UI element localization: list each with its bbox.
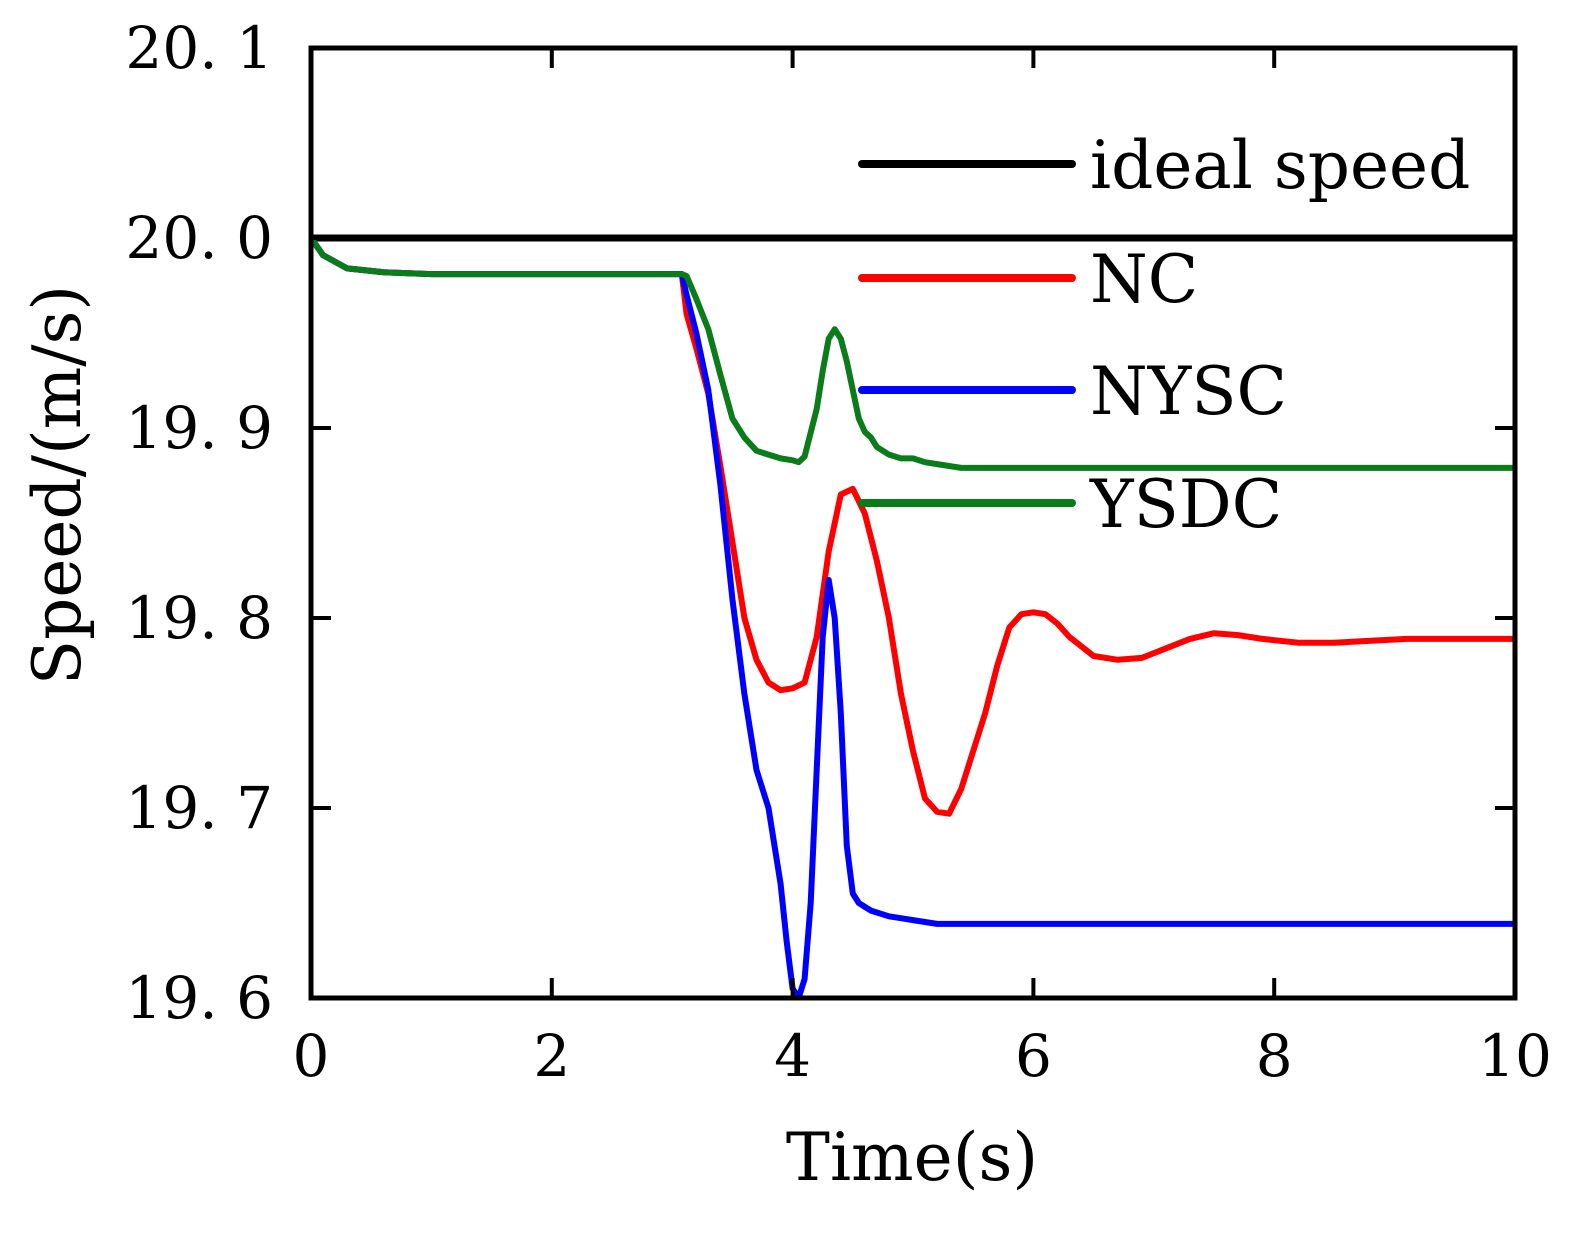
series-layer [311, 234, 1515, 998]
y-tick-label: 19. 6 [125, 964, 273, 1032]
ticks-layer: 0 2 4 6 8 10 19. 6 19. 7 19. 8 19. 9 20. 0 20. 1 [125, 14, 1551, 1090]
series-line-ysdc [311, 235, 1515, 471]
legend-item: YSDC [858, 466, 1282, 543]
legend-item: NYSC [858, 353, 1287, 430]
plot-frame [308, 45, 1518, 1001]
legend-item: NC [858, 241, 1198, 318]
y-tick-label: 19. 8 [125, 584, 273, 652]
legend-item: ideal speed [858, 127, 1470, 204]
y-axis-title: Speed/(m/s) [19, 285, 96, 685]
legend-label: NC [1090, 241, 1198, 318]
legend-label: ideal speed [1090, 127, 1470, 204]
y-tick-label: 19. 7 [125, 774, 273, 842]
x-tick-label: 2 [533, 1022, 570, 1090]
series-line-nysc [311, 235, 1515, 998]
axes-layer [308, 45, 1518, 1001]
legend: ideal speed NC NYSC YSDC [858, 127, 1470, 543]
x-axis-title: Time(s) [786, 1119, 1038, 1196]
x-tick-label: 8 [1256, 1022, 1293, 1090]
series-line-nc [311, 235, 1515, 817]
y-tick-label: 20. 0 [125, 204, 273, 272]
x-tick-label: 10 [1478, 1022, 1552, 1090]
legend-label: NYSC [1090, 353, 1287, 430]
x-tick-label: 0 [293, 1022, 330, 1090]
x-tick-label: 6 [1015, 1022, 1052, 1090]
x-tick-label: 4 [774, 1022, 811, 1090]
y-tick-label: 20. 1 [125, 14, 273, 82]
legend-label: YSDC [1089, 466, 1282, 543]
y-tick-label: 19. 9 [125, 394, 273, 462]
